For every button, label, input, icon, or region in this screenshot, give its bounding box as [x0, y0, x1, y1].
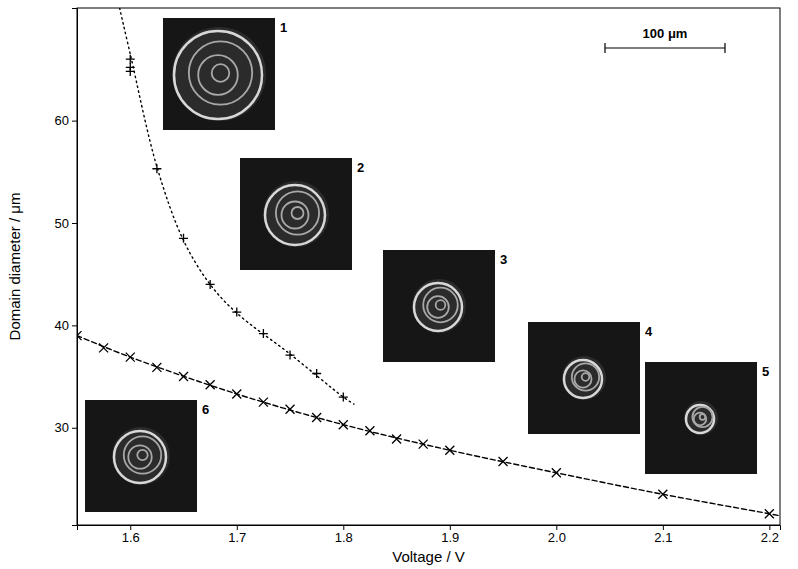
inset-label: 6 — [202, 402, 209, 417]
inset-glow — [112, 427, 170, 485]
scale-bar-end — [604, 43, 605, 53]
inset-photo — [383, 250, 495, 362]
inset-ring — [414, 283, 462, 331]
inset-ring — [189, 41, 252, 104]
fit-line — [77, 336, 780, 516]
y-tick-mark — [72, 223, 77, 224]
inset-photo — [85, 400, 197, 512]
inset-background — [645, 362, 757, 474]
inset-glow — [412, 279, 466, 333]
inset-ring — [423, 288, 458, 323]
inset-glow — [562, 356, 606, 400]
y-tick: 60 — [55, 113, 77, 128]
inset-ring — [114, 431, 166, 483]
inset-ring — [574, 370, 591, 387]
inset-ring — [128, 445, 151, 468]
y-tick: 50 — [55, 216, 77, 231]
y-tick-label: 60 — [55, 113, 69, 128]
inset-background — [163, 18, 275, 130]
x-tick: 2.1 — [654, 525, 672, 545]
scale-bar — [605, 43, 725, 53]
data-point — [206, 280, 215, 289]
scale-bar-end — [724, 43, 725, 53]
chart: 1.6 1.7 1.8 1.9 2.0 2.1 2.2 30 40 50 60 Voltage / V… — [0, 0, 798, 569]
x-tick: 1.7 — [228, 525, 246, 545]
inset-label: 2 — [357, 160, 364, 175]
data-point — [339, 393, 348, 402]
y-tick-mark — [72, 325, 77, 326]
y-tick-label: 30 — [55, 420, 69, 435]
x-tick-label: 1.7 — [228, 530, 246, 545]
y-tick-mark — [72, 428, 77, 429]
y-axis-line — [72, 9, 78, 526]
x-axis-title: Voltage / V — [392, 548, 465, 565]
plot-frame — [77, 8, 780, 525]
inset-ring — [572, 363, 599, 390]
scale-bar-line — [605, 47, 725, 48]
inset-ring — [212, 64, 230, 82]
inset-ring — [137, 450, 147, 460]
inset-label: 4 — [645, 324, 653, 339]
inset-label: 3 — [500, 252, 507, 267]
x-tick-label: 2.0 — [548, 530, 566, 545]
inset-ring — [276, 191, 319, 234]
x-axis-line — [78, 526, 781, 531]
inset-photo — [528, 322, 640, 434]
y-axis: 30 40 50 60 — [55, 9, 78, 526]
inset-background — [240, 158, 352, 270]
y-tick-label: 40 — [55, 318, 69, 333]
inset-photo — [163, 18, 275, 130]
inset-glow — [684, 401, 718, 435]
x-axis: 1.6 1.7 1.8 1.9 2.0 2.1 2.2 — [78, 525, 781, 545]
inset-background — [528, 322, 640, 434]
data-marks — [77, 8, 780, 518]
inset-label: 5 — [762, 364, 769, 379]
y-tick-label: 50 — [55, 216, 69, 231]
inset-ring — [692, 407, 712, 427]
x-tick-label: 2.2 — [761, 530, 779, 545]
inset-ring — [686, 405, 714, 433]
y-tick-mark — [72, 121, 77, 122]
data-point — [259, 398, 268, 407]
inset-ring — [124, 436, 161, 473]
fit-line — [120, 8, 354, 404]
inset-ring — [265, 185, 325, 245]
x-tick: 2.0 — [548, 525, 566, 545]
y-tick: 40 — [55, 318, 77, 333]
y-tick: 30 — [55, 420, 77, 435]
inset-glow — [263, 181, 329, 247]
x-tick: 1.6 — [122, 525, 140, 545]
inset-ring — [292, 207, 304, 219]
scale-bar-label: 100 μm — [643, 26, 688, 41]
inset-glow — [172, 27, 266, 121]
inset-ring — [282, 202, 309, 229]
inset-photo — [240, 158, 352, 270]
x-tick-label: 1.9 — [441, 530, 459, 545]
inset-ring — [427, 296, 449, 318]
inset-photo — [645, 362, 757, 474]
insets — [85, 18, 757, 512]
inset-ring — [700, 414, 706, 420]
inset-ring — [582, 373, 590, 381]
inset-background — [85, 400, 197, 512]
inset-label: 1 — [280, 20, 287, 35]
inset-ring — [436, 300, 446, 310]
x-tick-label: 1.8 — [335, 530, 353, 545]
inset-ring — [564, 360, 602, 398]
x-tick: 1.8 — [335, 525, 353, 545]
inset-ring — [198, 55, 238, 95]
x-tick-label: 2.1 — [654, 530, 672, 545]
data-point — [126, 55, 135, 64]
inset-background — [383, 250, 495, 362]
x-tick: 1.9 — [441, 525, 459, 545]
x-tick: 2.2 — [761, 525, 779, 545]
inset-ring — [694, 413, 707, 426]
y-axis-title: Domain diameter / μm — [6, 193, 23, 341]
x-tick-label: 1.6 — [122, 530, 140, 545]
inset-ring — [174, 31, 262, 119]
